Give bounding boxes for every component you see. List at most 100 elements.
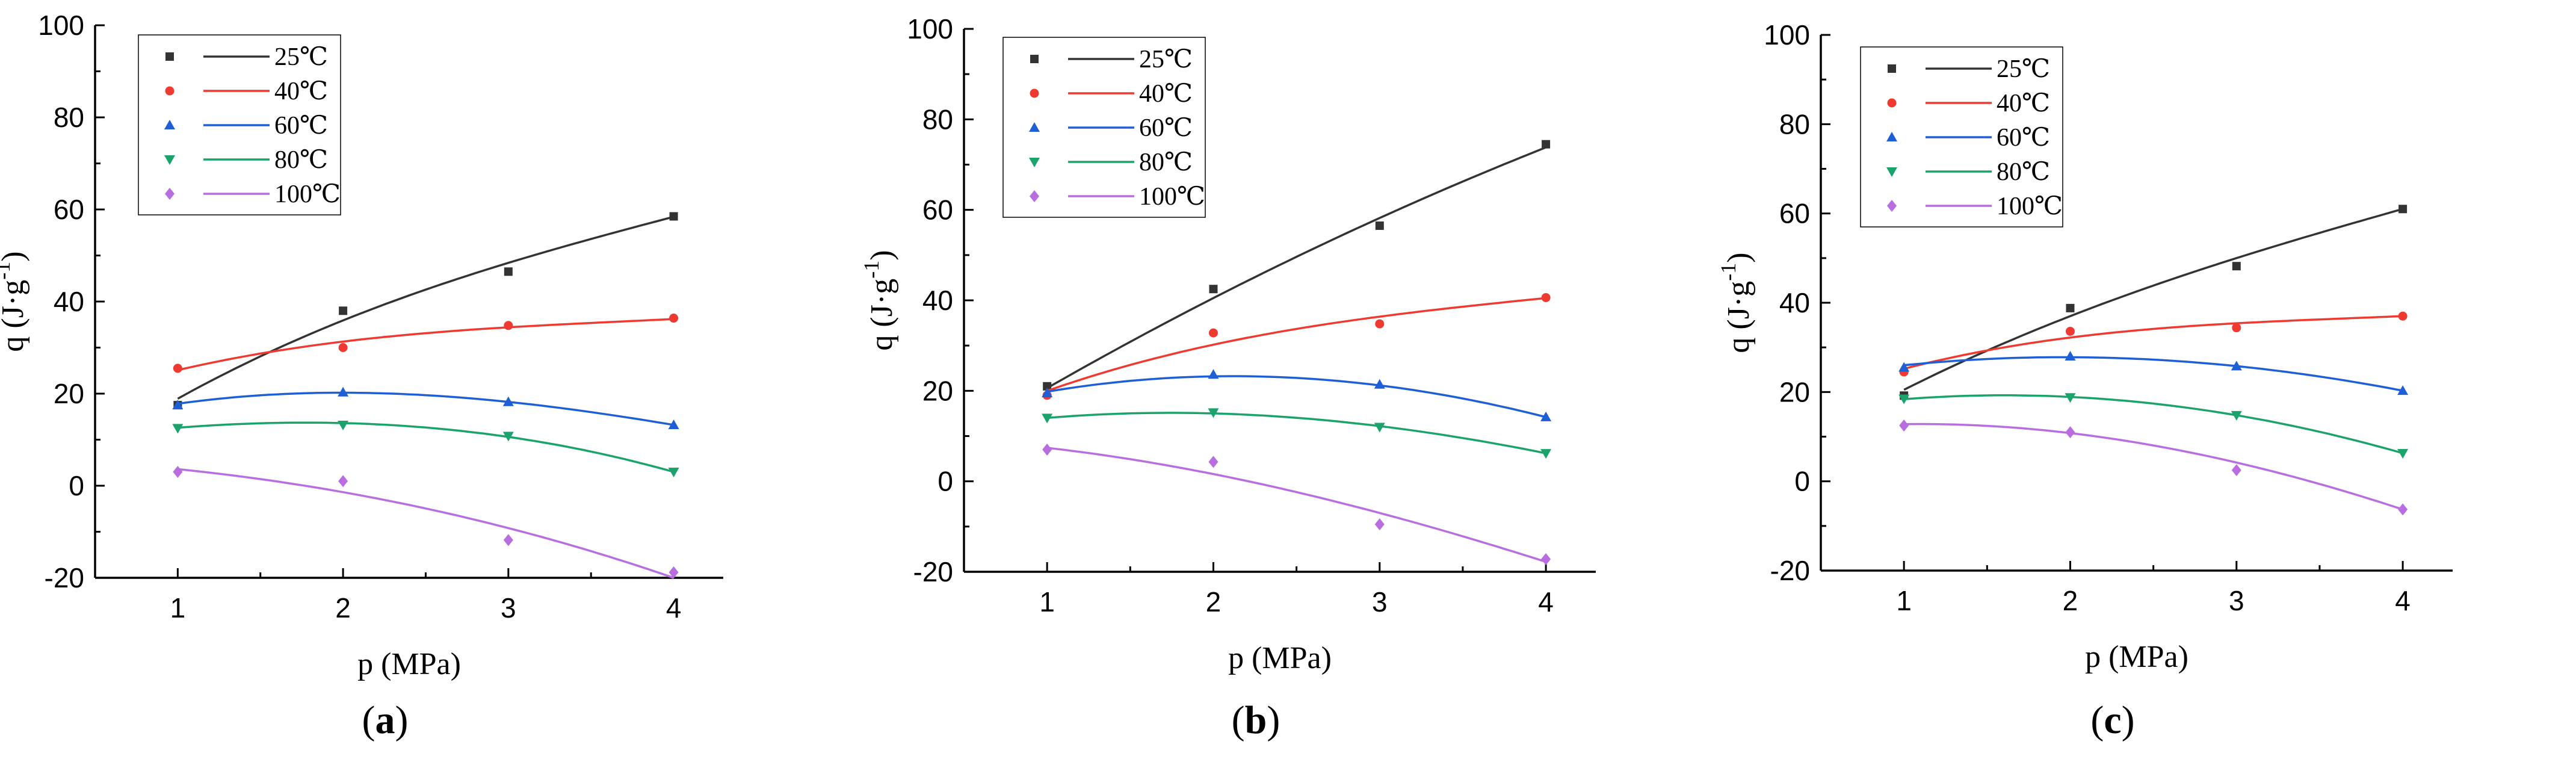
data-point [2231,361,2242,371]
data-point [338,475,348,488]
data-point [173,364,182,373]
data-point [172,400,184,410]
legend-label: 100℃ [1139,183,1205,211]
data-point [338,343,348,352]
data-point [1899,419,1909,432]
x-tick-label: 4 [2395,585,2411,616]
data-point [338,386,349,397]
data-point [1209,285,1218,294]
data-point [1541,293,1551,302]
data-point [339,306,348,315]
legend-label: 25℃ [274,43,328,71]
data-point [502,432,514,442]
x-tick-label: 2 [1206,586,1222,618]
data-point [1375,221,1384,230]
legend-label: 40℃ [1997,90,2050,117]
legend-label: 80℃ [1997,158,2050,186]
panel-label: (b) [1232,698,1280,742]
data-point [502,396,514,406]
y-tick-label: 40 [1779,287,1810,318]
y-tick-label: 100 [907,13,953,45]
data-point [2232,262,2241,271]
legend-marker [1887,98,1897,108]
legend-label: 25℃ [1139,46,1193,73]
series-fit-line [178,391,674,426]
x-tick-label: 1 [1039,586,1055,618]
y-tick-label: 60 [922,194,953,226]
data-point [2065,351,2076,361]
legend-marker [1886,167,1897,177]
series-fit-line [1046,375,1546,418]
legend-marker [164,120,175,129]
legend-marker [165,52,174,61]
y-tick-label: -20 [1770,555,1810,586]
series-fit-line [1046,146,1546,389]
x-tick-label: 3 [1372,586,1388,618]
data-point [173,466,183,478]
legend-marker [164,155,175,165]
data-point [1042,388,1053,398]
legend-marker [1030,55,1039,63]
data-point [338,421,349,431]
y-tick-label: 40 [54,286,84,317]
data-point [668,468,679,478]
y-tick-label: 20 [922,375,953,406]
series-fit-line [1904,356,2403,392]
y-tick-label: 100 [1764,19,1810,51]
legend-marker [1029,122,1040,132]
series-fit-line [1904,423,2403,511]
data-point [2231,464,2241,477]
x-tick-label: 3 [501,592,516,624]
data-point [2398,503,2408,516]
legend-label: 80℃ [274,146,328,174]
y-tick-label: 80 [1779,108,1810,140]
data-point [1541,553,1551,565]
y-axis-title: q (J·g-1) [1716,252,1756,353]
data-point [2398,311,2408,321]
data-point [2397,448,2409,459]
data-point [2231,410,2242,421]
y-tick-label: 0 [69,470,84,501]
y-tick-label: -20 [45,562,84,593]
y-axis-title: q (J·g-1) [0,251,30,351]
x-axis-title: p (MPa) [1228,641,1332,675]
data-point [1208,369,1219,379]
x-tick-label: 4 [666,592,682,624]
data-point [2397,385,2409,395]
legend-label: 80℃ [1139,149,1193,176]
legend-label: 40℃ [274,78,328,105]
data-point [1208,328,1218,338]
legend-marker [1029,158,1040,167]
y-tick-label: 60 [1779,198,1810,229]
series-fit-line [177,215,675,400]
chart-panel-b: -20 0 20 40 60 80 100 1 2 3 4 p (MPa) q (J·g-1) 25℃ 40… [859,0,1717,768]
legend-label: 60℃ [274,112,328,140]
data-point [504,267,513,276]
data-point [1542,140,1551,149]
series-fit-line [178,468,675,579]
x-tick-label: 1 [1896,585,1912,616]
data-point [669,212,678,221]
y-axis-title: q (J·g-1) [859,250,899,350]
data-point [1208,408,1219,418]
series-fit-line [1047,412,1546,454]
legend-label: 60℃ [1139,114,1193,142]
y-tick-label: 100 [38,10,84,41]
data-point [503,534,513,547]
series-fit-line [178,318,674,371]
series-fit-line [1046,297,1546,392]
data-point [1540,449,1552,459]
legend-marker [165,86,175,96]
series-fit-line [1046,447,1546,563]
y-tick-label: 80 [922,104,953,135]
y-tick-label: -20 [913,556,953,587]
data-point [2398,205,2408,214]
data-point [1374,518,1385,531]
y-tick-label: 20 [1779,376,1810,407]
x-tick-label: 1 [170,592,186,624]
legend-marker [1887,200,1897,212]
x-tick-label: 2 [2063,585,2078,616]
data-point [669,566,679,578]
legend-label: 100℃ [274,181,341,208]
data-point [1374,423,1385,433]
